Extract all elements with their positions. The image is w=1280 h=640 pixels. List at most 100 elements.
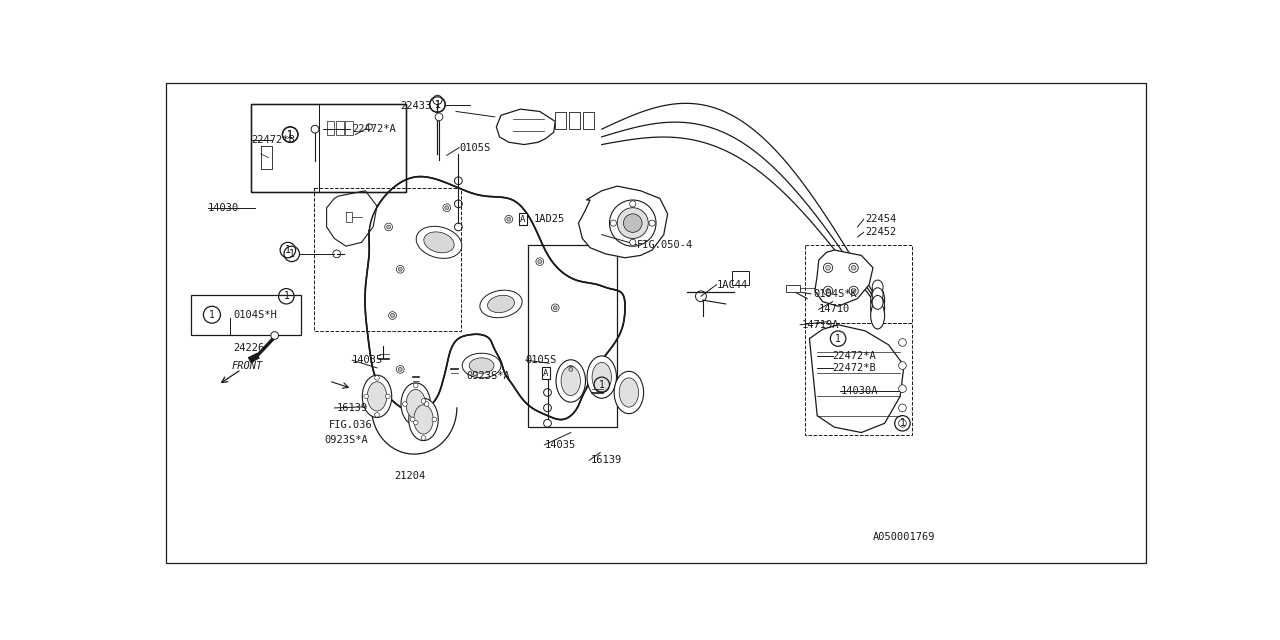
Ellipse shape (556, 360, 585, 402)
Bar (570, 112, 580, 129)
Circle shape (536, 258, 544, 266)
Circle shape (611, 220, 617, 226)
Circle shape (899, 339, 906, 346)
Bar (251, 104, 407, 192)
Text: 22472*A: 22472*A (352, 124, 396, 134)
Polygon shape (815, 250, 873, 307)
Circle shape (271, 332, 279, 339)
Text: FIG.050-4: FIG.050-4 (636, 239, 692, 250)
Bar (335, 121, 343, 134)
Circle shape (443, 204, 451, 212)
Circle shape (623, 214, 643, 232)
Circle shape (823, 263, 833, 273)
Ellipse shape (620, 378, 639, 407)
Text: 0923S*A: 0923S*A (466, 371, 509, 381)
Text: 22472*A: 22472*A (833, 351, 877, 360)
Text: 1AD25: 1AD25 (534, 214, 564, 224)
Text: 0104S*K: 0104S*K (813, 289, 858, 299)
Circle shape (385, 394, 390, 399)
Ellipse shape (406, 389, 425, 419)
Bar (584, 112, 594, 129)
Text: 24226: 24226 (234, 343, 265, 353)
Ellipse shape (872, 280, 883, 294)
Text: 14710: 14710 (819, 305, 850, 314)
Circle shape (504, 216, 512, 223)
Ellipse shape (872, 296, 883, 309)
Bar (191, 294, 301, 335)
Circle shape (630, 201, 636, 207)
Text: 1: 1 (900, 419, 905, 428)
Circle shape (375, 413, 379, 417)
Ellipse shape (362, 375, 392, 417)
Ellipse shape (413, 405, 433, 434)
Text: 0105S: 0105S (460, 143, 490, 152)
Text: 1: 1 (209, 310, 215, 320)
Text: 1: 1 (287, 129, 293, 140)
Ellipse shape (470, 358, 494, 373)
Text: 22452: 22452 (865, 227, 896, 237)
Circle shape (433, 95, 442, 104)
Ellipse shape (614, 371, 644, 413)
Text: 1: 1 (835, 333, 841, 344)
Ellipse shape (401, 383, 430, 425)
Circle shape (398, 268, 402, 271)
Circle shape (553, 306, 557, 310)
Text: 22454: 22454 (865, 214, 896, 224)
Text: 1AC44: 1AC44 (717, 280, 748, 290)
Circle shape (385, 223, 393, 231)
Text: FIG.036: FIG.036 (329, 420, 372, 430)
Circle shape (375, 376, 379, 380)
Polygon shape (579, 186, 668, 258)
Text: 1: 1 (599, 380, 604, 390)
Circle shape (849, 263, 859, 273)
Text: 0104S*H: 0104S*H (234, 310, 278, 320)
Text: 14030: 14030 (209, 203, 239, 212)
Circle shape (421, 436, 426, 440)
Circle shape (389, 312, 397, 319)
Circle shape (397, 365, 404, 373)
Circle shape (421, 399, 426, 403)
Text: 1: 1 (285, 245, 291, 255)
Ellipse shape (593, 362, 612, 392)
Circle shape (403, 402, 407, 406)
Circle shape (552, 304, 559, 312)
Text: 14035: 14035 (544, 440, 576, 450)
Circle shape (899, 404, 906, 412)
Circle shape (413, 420, 419, 425)
Circle shape (387, 225, 390, 229)
Text: 14719A: 14719A (801, 320, 840, 330)
Circle shape (851, 289, 856, 293)
Circle shape (364, 394, 369, 399)
Circle shape (507, 218, 511, 221)
Polygon shape (497, 109, 556, 145)
Polygon shape (365, 177, 625, 420)
Ellipse shape (480, 290, 522, 317)
Ellipse shape (416, 227, 462, 259)
Text: 22472*B: 22472*B (833, 363, 877, 373)
Bar (732, 271, 749, 285)
Circle shape (823, 286, 833, 296)
Circle shape (413, 383, 419, 388)
Ellipse shape (367, 381, 387, 411)
Ellipse shape (424, 232, 454, 253)
Ellipse shape (870, 294, 884, 321)
Circle shape (826, 289, 831, 293)
Bar (251, 104, 407, 192)
Ellipse shape (588, 356, 617, 398)
Circle shape (398, 367, 402, 371)
Circle shape (433, 417, 436, 422)
Circle shape (411, 417, 415, 422)
Circle shape (567, 365, 575, 373)
Text: 1: 1 (434, 99, 440, 109)
Circle shape (899, 385, 906, 392)
Circle shape (649, 220, 655, 226)
Circle shape (630, 239, 636, 245)
Text: 22433: 22433 (401, 101, 431, 111)
Ellipse shape (561, 366, 580, 396)
Ellipse shape (872, 288, 883, 301)
Bar (556, 112, 566, 129)
Ellipse shape (870, 302, 884, 329)
Circle shape (538, 260, 541, 264)
Circle shape (435, 113, 443, 121)
Text: 22472*B: 22472*B (251, 135, 296, 145)
